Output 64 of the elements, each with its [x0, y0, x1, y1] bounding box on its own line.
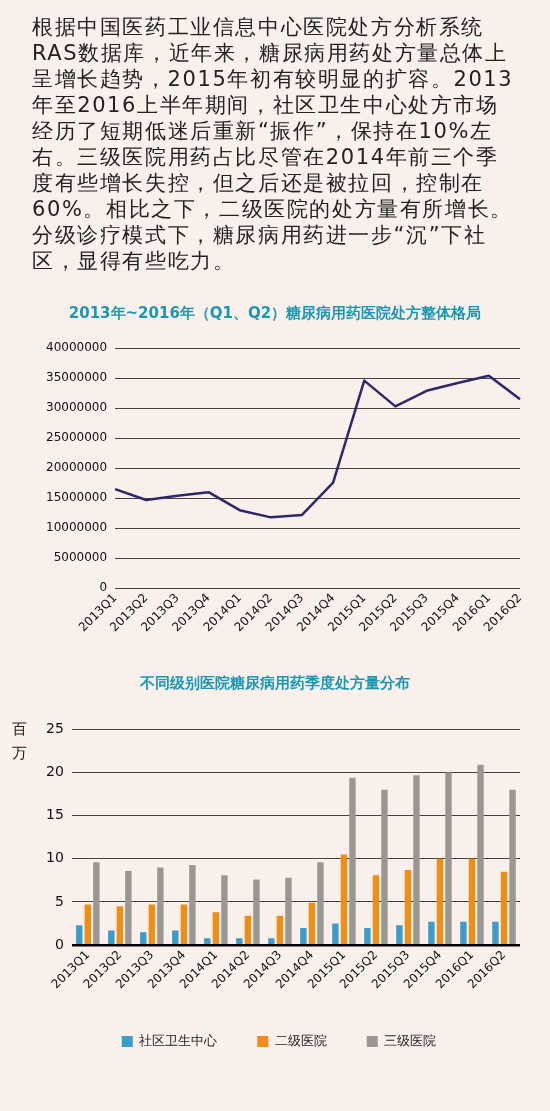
y-tick-label: 35000000 [46, 370, 108, 385]
y-tick-label: 5000000 [53, 550, 108, 565]
bar [189, 864, 196, 944]
bar [404, 870, 412, 944]
bar [428, 921, 435, 944]
bar [93, 862, 100, 944]
y-tick-label: 20 [45, 763, 64, 780]
bar [212, 912, 220, 944]
chart-title: 2013年~2016年（Q1、Q2）糖尿病用药医院处方整体格局 [67, 304, 483, 323]
y-tick-label: 40000000 [46, 340, 108, 355]
bar [108, 930, 115, 944]
y-tick-label: 0 [99, 580, 108, 595]
bar [468, 858, 476, 944]
y-tick-label: 0 [54, 935, 64, 952]
bar [84, 904, 92, 944]
bar [436, 858, 444, 944]
bar [157, 867, 164, 944]
bar [268, 938, 275, 944]
bar [285, 877, 292, 944]
bar [125, 870, 132, 944]
bar [204, 938, 211, 944]
bar [340, 854, 348, 944]
y-tick-label: 25 [45, 720, 64, 737]
legend-label: 三级医院 [384, 1032, 437, 1048]
bar [221, 875, 228, 944]
y-tick-label: 10000000 [46, 520, 108, 535]
bar [317, 862, 324, 944]
bar [381, 789, 388, 944]
bar [148, 904, 156, 944]
bar [244, 915, 252, 944]
y-tick-label: 10 [45, 849, 64, 866]
bar [276, 915, 284, 944]
bar [396, 925, 403, 944]
bar [308, 902, 316, 944]
bar [300, 927, 307, 944]
y-tick-label: 5 [54, 892, 64, 909]
legend-label: 二级医院 [274, 1032, 327, 1048]
bar [445, 772, 452, 944]
bar [492, 921, 499, 944]
bar [76, 925, 83, 944]
legend-label: 社区卫生中心 [139, 1032, 218, 1048]
chart-title: 不同级别医院糖尿病用药季度处方量分布 [139, 674, 411, 693]
y-tick-label: 15000000 [46, 490, 108, 505]
bar [413, 775, 420, 944]
bar [140, 932, 147, 944]
bar [460, 921, 467, 944]
bar [364, 927, 371, 944]
bar [372, 875, 380, 944]
y-tick-label: 15 [45, 806, 64, 823]
bar [172, 930, 179, 944]
text: 根据中国医药工业信息中心医院处方分析系统RAS数据库，近年来，糖尿病用药处方量总体上呈增长趋势，2015年初有较明显的扩容。2013年至2016上半年期间，社区卫生中心处方市场经历了短期低迷后重新“振作”，保持在10%左右。三级医院用药占比尽管在2014年前三个季度有些增长失控，但之后还是被拉回，控制在60%。相比之下，二级医院的处方量有所增长。分级诊疗模式下，糖尿病用药进一步“沉”下社区，显得有些吃力。 [32, 15, 514, 273]
bar [180, 904, 188, 944]
bar [253, 879, 260, 944]
y-tick-label: 20000000 [46, 460, 108, 475]
bar [509, 789, 516, 944]
bar [116, 906, 124, 944]
bar [236, 938, 243, 944]
bar [477, 764, 484, 944]
y-axis-title: 百万 [12, 719, 27, 764]
y-tick-label: 25000000 [46, 430, 108, 445]
y-tick-label: 30000000 [46, 400, 108, 415]
bar [349, 777, 356, 944]
bar [500, 871, 508, 944]
bar [332, 923, 339, 944]
